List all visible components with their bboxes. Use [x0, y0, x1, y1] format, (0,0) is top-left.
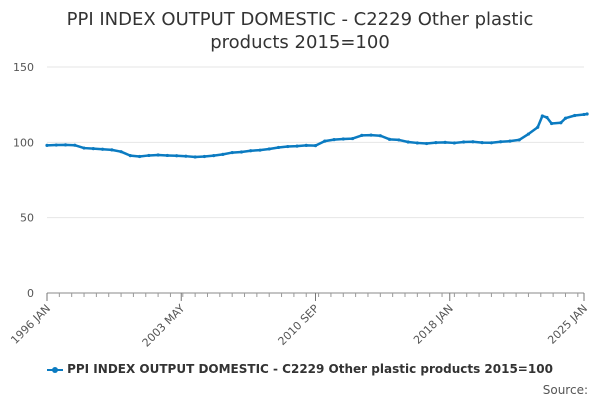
data-point[interactable] [489, 141, 494, 145]
data-point[interactable] [304, 143, 308, 147]
data-point[interactable] [549, 121, 554, 126]
data-point[interactable] [350, 136, 355, 141]
data-point[interactable] [73, 143, 77, 147]
data-point[interactable] [110, 148, 114, 152]
x-tick-label: 2010 SEP [276, 302, 322, 348]
gridlines [47, 66, 584, 294]
data-point[interactable] [536, 125, 540, 129]
data-point[interactable] [295, 144, 299, 148]
data-point[interactable] [165, 153, 169, 158]
data-point[interactable] [82, 146, 86, 150]
data-point[interactable] [559, 121, 563, 125]
data-point[interactable] [100, 147, 105, 151]
data-point[interactable] [499, 140, 503, 144]
data-point[interactable] [443, 140, 447, 144]
data-point[interactable] [563, 116, 568, 120]
data-point[interactable] [137, 154, 142, 159]
x-tick-label: 2025 JAN [545, 302, 590, 347]
data-point[interactable] [452, 141, 456, 145]
data-point[interactable] [526, 132, 531, 136]
y-tick-label: 150 [13, 61, 34, 74]
data-point[interactable] [462, 140, 466, 144]
data-point[interactable] [193, 155, 197, 159]
data-point[interactable] [156, 153, 160, 157]
source-label: Source: [542, 383, 588, 397]
x-tick-label: 2018 JAN [411, 302, 456, 347]
data-point[interactable] [147, 153, 151, 158]
data-point[interactable] [276, 145, 281, 150]
data-point[interactable] [175, 154, 179, 158]
data-point[interactable] [128, 153, 132, 158]
y-tick-label: 0 [27, 287, 34, 300]
data-point[interactable] [378, 134, 382, 138]
y-tick-label: 50 [20, 212, 34, 225]
data-point[interactable] [45, 143, 49, 147]
data-point[interactable] [221, 152, 225, 156]
data-point[interactable] [397, 138, 401, 142]
data-point[interactable] [582, 112, 586, 117]
data-point[interactable] [425, 141, 429, 146]
data-point[interactable] [540, 114, 544, 118]
data-point[interactable] [341, 137, 345, 141]
data-point[interactable] [286, 144, 290, 149]
data-point[interactable] [415, 141, 419, 145]
legend[interactable]: PPI INDEX OUTPUT DOMESTIC - C2229 Other … [0, 362, 600, 376]
data-point[interactable] [230, 150, 234, 155]
data-point[interactable] [323, 139, 327, 143]
series-layer [45, 112, 589, 159]
data-point[interactable] [406, 140, 410, 144]
data-point[interactable] [471, 140, 475, 144]
data-point[interactable] [360, 133, 364, 137]
data-point[interactable] [91, 147, 95, 151]
data-point[interactable] [267, 147, 271, 151]
legend-symbol [47, 366, 64, 374]
data-point[interactable] [434, 141, 438, 145]
y-tick-label: 100 [13, 136, 34, 149]
data-point[interactable] [119, 150, 123, 154]
y-axis: 0 50 100 150 [13, 61, 34, 300]
data-point[interactable] [202, 154, 206, 159]
data-point[interactable] [480, 141, 484, 145]
data-point[interactable] [313, 144, 318, 148]
chart-title: PPI INDEX OUTPUT DOMESTIC - C2229 Other … [66, 9, 534, 53]
data-point[interactable] [249, 149, 253, 153]
data-point[interactable] [585, 112, 589, 116]
data-point[interactable] [258, 148, 262, 152]
data-point[interactable] [239, 150, 244, 154]
x-tick-label: 1996 JAN [8, 302, 53, 347]
data-point[interactable] [387, 137, 392, 141]
data-point[interactable] [63, 143, 68, 147]
data-point[interactable] [332, 138, 336, 142]
legend-label: PPI INDEX OUTPUT DOMESTIC - C2229 Other … [67, 362, 553, 376]
data-point[interactable] [212, 153, 216, 158]
x-tick-label: 2003 MAY [140, 302, 188, 350]
data-point[interactable] [573, 113, 577, 118]
data-point[interactable] [517, 138, 521, 142]
data-point[interactable] [508, 139, 512, 143]
x-axis: 1996 JAN 2003 MAY 2010 SEP 2018 JAN 2025 JAN [8, 292, 590, 350]
data-point[interactable] [369, 133, 373, 137]
data-point[interactable] [54, 143, 58, 147]
series-line [46, 112, 588, 159]
data-point[interactable] [184, 154, 188, 158]
data-point[interactable] [545, 115, 549, 120]
